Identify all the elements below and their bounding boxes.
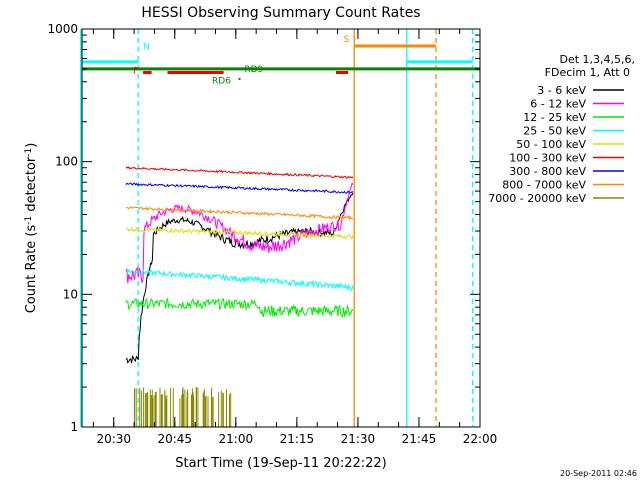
series-line-7000-20000-kev	[133, 387, 232, 427]
series-line-100-300-kev	[125, 166, 354, 179]
x-tick-label: 21:00	[219, 432, 254, 446]
legend-label-12-25-kev: 12 - 25 keV	[523, 111, 586, 124]
legend-header-line1: Det 1,3,4,5,6,	[559, 53, 635, 66]
x-tick-label: 21:45	[402, 432, 437, 446]
series-line-300-800-kev	[125, 182, 354, 194]
legend-label-3-6-kev: 3 - 6 keV	[537, 84, 586, 97]
legend-label-7000-20000-kev: 7000 - 20000 keV	[488, 192, 586, 205]
y-tick-label: 10	[63, 287, 78, 301]
x-axis-label: Start Time (19-Sep-11 20:22:22)	[175, 456, 386, 471]
footer-date: 20-Sep-2011 02:46	[560, 469, 637, 478]
legend-label-6-12-kev: 6 - 12 keV	[530, 98, 586, 111]
y-tick-label: 1000	[47, 22, 78, 36]
x-tick-label: 20:30	[96, 432, 131, 446]
y-axis-label: Count Rate (s-1 detector-1)	[24, 143, 39, 314]
x-tick-label: 21:30	[341, 432, 376, 446]
legend-header-line2: FDecim 1, Att 0	[545, 66, 630, 79]
legend-label-100-300-kev: 100 - 300 keV	[509, 152, 586, 165]
series-line-6-12-kev	[125, 182, 354, 284]
series-line-50-100-kev	[125, 226, 354, 240]
plot-frame	[81, 28, 481, 428]
legend-label-50-100-kev: 50 - 100 keV	[516, 138, 586, 151]
flag-label-rd9: RD9	[244, 65, 263, 75]
flag-label-s: S	[344, 35, 350, 45]
series-line-12-25-kev	[125, 297, 354, 319]
y-tick-label: 100	[55, 155, 78, 169]
series-line-800-7000-kev	[125, 206, 354, 221]
rd-marker	[238, 77, 241, 80]
series-line-25-50-kev	[125, 268, 354, 292]
chart-title: HESSI Observing Summary Count Rates	[141, 5, 420, 21]
flag-label-n: N	[143, 43, 150, 53]
legend-label-25-50-kev: 25 - 50 keV	[523, 125, 586, 138]
x-tick-label: 20:45	[157, 432, 192, 446]
y-tick-label: 1	[70, 420, 78, 434]
x-tick-label: 22:00	[463, 432, 498, 446]
flag-label-rd6: RD6	[212, 76, 231, 86]
legend-label-800-7000-kev: 800 - 7000 keV	[502, 179, 586, 192]
x-tick-label: 21:15	[280, 432, 315, 446]
flag-label-f: F	[133, 67, 138, 77]
legend-label-300-800-kev: 300 - 800 keV	[509, 165, 586, 178]
